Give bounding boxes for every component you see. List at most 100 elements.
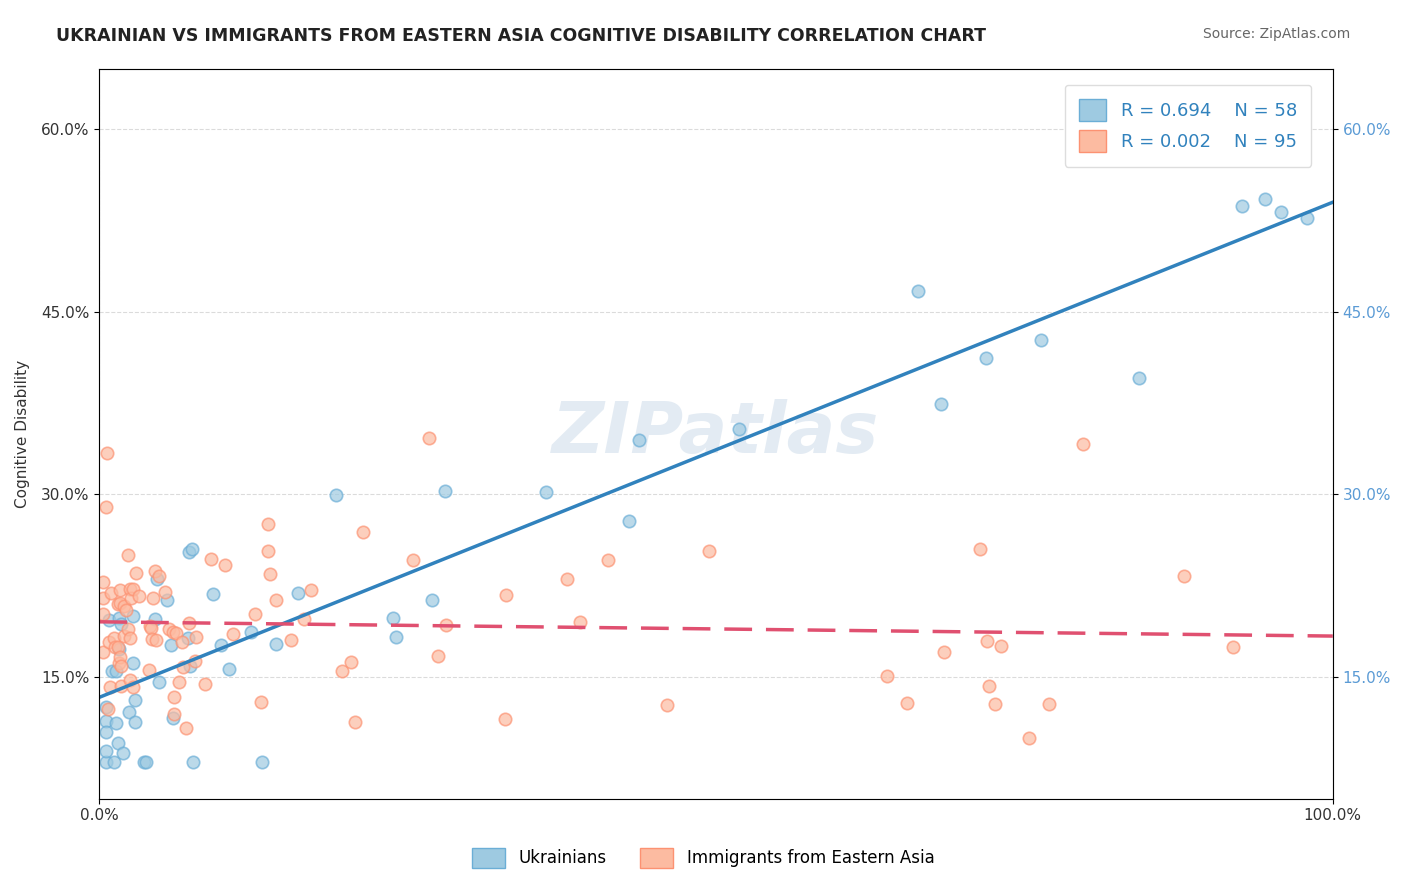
Point (117, 548, 139, 562)
Point (984, 697, 1007, 711)
Point (120, 591, 142, 605)
Point (330, 664, 353, 678)
Legend: Ukrainians, Immigrants from Eastern Asia: Ukrainians, Immigrants from Eastern Asia (465, 841, 941, 875)
Point (112, 629, 135, 643)
Point (876, 669, 898, 683)
Point (697, 543, 720, 558)
Point (1222, 640, 1244, 654)
Point (162, 690, 184, 704)
Point (170, 635, 193, 649)
Point (94, 725, 117, 739)
Point (108, 650, 131, 665)
Point (145, 572, 167, 586)
Point (108, 641, 131, 656)
Point (145, 633, 167, 648)
Point (159, 639, 181, 653)
Point (103, 632, 125, 646)
Point (200, 552, 222, 566)
Point (141, 632, 163, 647)
Point (96, 446, 118, 460)
Point (280, 632, 302, 647)
Point (110, 617, 132, 632)
Point (1270, 204, 1292, 219)
Point (240, 624, 263, 639)
Point (96, 500, 118, 515)
Point (134, 756, 156, 770)
Point (105, 715, 128, 730)
Point (135, 756, 157, 770)
Point (385, 631, 408, 645)
Point (252, 756, 274, 770)
Point (100, 586, 122, 600)
Point (148, 568, 170, 582)
Point (107, 598, 129, 612)
Point (114, 603, 136, 617)
Point (596, 553, 619, 567)
Point (112, 599, 135, 613)
Point (202, 587, 225, 601)
Point (107, 736, 129, 750)
Point (155, 585, 177, 599)
Point (194, 677, 217, 691)
Point (727, 422, 749, 436)
Point (974, 351, 997, 365)
Point (495, 587, 517, 601)
Point (104, 640, 127, 655)
Point (122, 609, 145, 624)
Point (124, 693, 146, 707)
Point (184, 654, 207, 668)
Point (931, 397, 953, 411)
Point (91, 607, 114, 622)
Point (165, 625, 187, 640)
Point (934, 645, 956, 659)
Point (157, 622, 180, 636)
Point (94, 700, 117, 714)
Point (1295, 211, 1317, 226)
Point (655, 698, 678, 713)
Point (103, 756, 125, 770)
Point (249, 695, 271, 709)
Point (434, 484, 457, 499)
Point (122, 656, 145, 670)
Point (179, 545, 201, 559)
Point (97, 635, 120, 649)
Point (124, 566, 146, 581)
Point (969, 542, 991, 557)
Point (174, 721, 197, 735)
Point (118, 673, 141, 687)
Point (122, 680, 145, 694)
Text: UKRAINIAN VS IMMIGRANTS FROM EASTERN ASIA COGNITIVE DISABILITY CORRELATION CHART: UKRAINIAN VS IMMIGRANTS FROM EASTERN ASI… (56, 27, 986, 45)
Text: Source: ZipAtlas.com: Source: ZipAtlas.com (1202, 27, 1350, 41)
Point (156, 593, 179, 607)
Point (124, 714, 146, 729)
Point (110, 658, 132, 673)
Point (108, 582, 131, 597)
Point (990, 639, 1012, 653)
Point (184, 630, 207, 644)
Point (94, 744, 117, 758)
Point (340, 655, 363, 669)
Point (108, 596, 131, 610)
Point (167, 675, 190, 690)
Point (569, 615, 592, 630)
Point (143, 564, 166, 578)
Point (381, 610, 404, 624)
Point (1128, 370, 1150, 384)
Point (1031, 333, 1053, 347)
Point (97, 702, 120, 716)
Point (256, 543, 278, 558)
Point (209, 638, 232, 652)
Point (180, 541, 202, 556)
Point (1018, 731, 1040, 745)
Point (292, 612, 315, 626)
Point (162, 624, 184, 639)
Point (110, 679, 132, 693)
Point (534, 485, 557, 500)
Point (138, 663, 160, 677)
Point (143, 612, 166, 626)
Point (979, 679, 1001, 693)
Point (105, 664, 128, 678)
Legend: R = 0.694    N = 58, R = 0.002    N = 95: R = 0.694 N = 58, R = 0.002 N = 95 (1064, 85, 1312, 167)
Point (627, 434, 650, 448)
Point (118, 582, 141, 596)
